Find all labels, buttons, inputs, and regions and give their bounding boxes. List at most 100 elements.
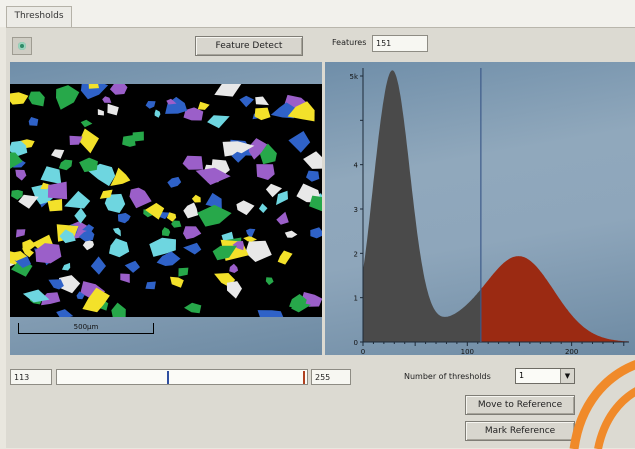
particle bbox=[145, 281, 156, 290]
particle bbox=[245, 240, 272, 262]
particle bbox=[112, 227, 121, 237]
histogram-panel[interactable]: 5k 4 3 2 1 0 0 100 200 bbox=[325, 62, 635, 355]
particle bbox=[129, 187, 152, 209]
particle bbox=[248, 138, 268, 160]
particle bbox=[183, 242, 202, 255]
histogram-area-above-threshold bbox=[480, 256, 629, 342]
particle bbox=[306, 170, 320, 182]
histogram-y-tick-label: 1 bbox=[354, 295, 358, 303]
particle bbox=[243, 236, 257, 242]
particle bbox=[10, 152, 23, 169]
histogram-area-below-threshold bbox=[363, 70, 481, 343]
threshold-high-input[interactable]: 255 bbox=[311, 369, 351, 385]
particle bbox=[61, 262, 71, 271]
particle bbox=[195, 167, 231, 185]
number-of-thresholds-label: Number of thresholds bbox=[404, 372, 491, 381]
particle bbox=[132, 131, 144, 142]
particle bbox=[99, 189, 113, 199]
particle bbox=[309, 195, 322, 212]
particle bbox=[58, 159, 73, 171]
particle bbox=[28, 117, 39, 126]
threshold-slider[interactable] bbox=[56, 369, 308, 385]
low-threshold-marker[interactable] bbox=[167, 371, 169, 384]
particle bbox=[226, 281, 242, 299]
particle bbox=[178, 267, 189, 277]
particle bbox=[102, 96, 112, 103]
particle bbox=[90, 256, 106, 275]
particle bbox=[265, 277, 274, 286]
particle bbox=[111, 302, 126, 317]
particle bbox=[76, 291, 85, 300]
particle bbox=[80, 119, 93, 128]
particle bbox=[13, 251, 27, 262]
particle bbox=[69, 135, 83, 145]
particle bbox=[232, 241, 244, 251]
particle bbox=[59, 275, 81, 294]
particle bbox=[14, 255, 32, 268]
particle bbox=[56, 85, 80, 110]
particle bbox=[15, 229, 26, 238]
particle bbox=[170, 276, 184, 288]
particle bbox=[109, 238, 130, 258]
particle bbox=[28, 91, 45, 107]
particle bbox=[255, 96, 269, 106]
particle bbox=[265, 183, 282, 198]
particle bbox=[35, 243, 62, 264]
threshold-low-input[interactable]: 113 bbox=[10, 369, 52, 385]
particle bbox=[56, 309, 74, 317]
dropdown-arrow-icon: ▼ bbox=[560, 369, 574, 383]
mark-reference-button[interactable]: Mark Reference bbox=[465, 421, 575, 441]
particle bbox=[82, 239, 94, 251]
segmented-particles-image bbox=[10, 84, 322, 317]
particle bbox=[122, 135, 136, 147]
particle bbox=[79, 128, 99, 154]
particle bbox=[276, 190, 288, 206]
particle bbox=[124, 260, 140, 273]
particle bbox=[41, 292, 61, 306]
move-to-reference-button[interactable]: Move to Reference bbox=[465, 395, 575, 415]
particle bbox=[222, 141, 255, 157]
particle bbox=[82, 287, 110, 313]
particle bbox=[109, 84, 128, 95]
histogram-y-tick-label: 0 bbox=[354, 339, 358, 347]
particle bbox=[22, 248, 34, 258]
refresh-button[interactable] bbox=[12, 37, 32, 55]
particle bbox=[120, 273, 130, 283]
particle bbox=[287, 101, 315, 122]
histogram-x-tick-label: 100 bbox=[461, 348, 474, 355]
particle bbox=[154, 109, 161, 118]
particle bbox=[64, 190, 91, 209]
histogram-x-tick-label: 200 bbox=[565, 348, 578, 355]
particle bbox=[10, 92, 29, 105]
particle bbox=[59, 229, 76, 244]
particle bbox=[47, 181, 68, 200]
particle bbox=[40, 166, 62, 185]
particle bbox=[117, 212, 131, 224]
particle bbox=[11, 189, 23, 200]
particle bbox=[88, 84, 99, 89]
particle bbox=[18, 194, 39, 209]
particle bbox=[166, 212, 177, 222]
particle bbox=[239, 95, 254, 108]
tab-thresholds[interactable]: Thresholds bbox=[6, 6, 72, 28]
tab-bar: Thresholds bbox=[0, 0, 635, 28]
histogram-y-tick-label: 4 bbox=[354, 162, 359, 170]
particle bbox=[214, 84, 242, 97]
feature-detect-button[interactable]: Feature Detect bbox=[195, 36, 303, 56]
particle bbox=[246, 228, 256, 239]
particle bbox=[207, 115, 230, 129]
scale-bar: 500μm bbox=[18, 323, 154, 334]
particle bbox=[260, 143, 277, 165]
number-of-thresholds-select[interactable]: 1 ▼ bbox=[515, 368, 575, 384]
particle bbox=[165, 96, 188, 114]
particle bbox=[182, 155, 204, 170]
particle bbox=[48, 279, 64, 290]
particle bbox=[145, 101, 156, 109]
particle bbox=[184, 302, 202, 314]
particle bbox=[183, 107, 204, 121]
particle bbox=[197, 204, 232, 227]
particle bbox=[236, 200, 255, 216]
particle bbox=[82, 224, 95, 232]
particle bbox=[258, 203, 268, 213]
high-threshold-marker[interactable] bbox=[303, 371, 305, 384]
